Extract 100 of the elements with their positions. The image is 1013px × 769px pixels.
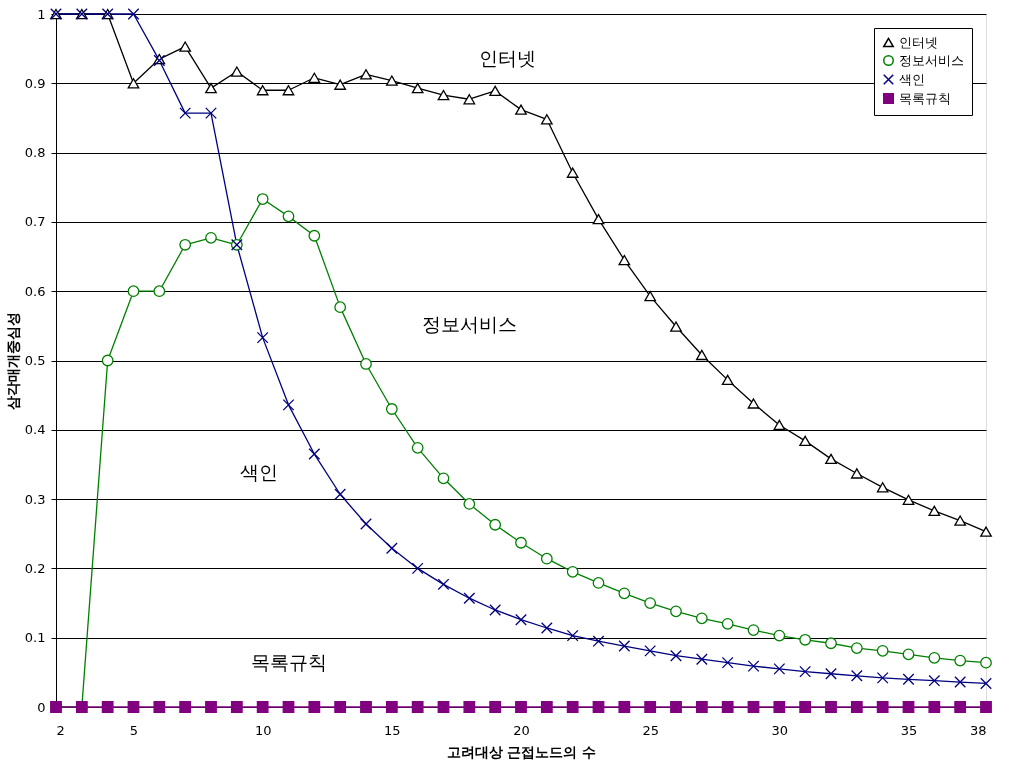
point — [850, 701, 863, 713]
point — [540, 552, 553, 565]
point — [618, 254, 631, 266]
point — [928, 701, 941, 713]
point — [721, 701, 734, 713]
point — [566, 167, 579, 178]
point — [153, 701, 166, 713]
point — [902, 701, 915, 713]
point — [127, 78, 140, 89]
x-tick-label: 25 — [642, 722, 659, 738]
point — [566, 629, 579, 642]
point — [411, 82, 424, 94]
point — [179, 238, 192, 251]
point — [618, 701, 631, 713]
point — [308, 448, 321, 460]
annotation: 정보서비스 — [422, 312, 518, 335]
point — [670, 605, 682, 618]
point — [618, 640, 631, 652]
point — [127, 701, 140, 713]
x-tick-label: 5 — [129, 722, 139, 738]
x-tick-label: 30 — [771, 722, 789, 738]
point — [695, 701, 708, 713]
annotation: 목록규칙 — [250, 650, 327, 673]
point — [411, 701, 424, 713]
point — [256, 85, 269, 96]
point — [747, 660, 760, 673]
point — [205, 231, 217, 244]
point — [902, 673, 915, 686]
point — [644, 701, 657, 713]
annotation: 색인 — [239, 460, 278, 483]
point — [515, 104, 527, 115]
point — [566, 565, 579, 578]
point — [980, 526, 992, 537]
point — [515, 701, 527, 713]
point — [308, 229, 321, 242]
point — [773, 662, 786, 675]
point — [360, 358, 372, 370]
point — [230, 66, 243, 77]
point — [334, 701, 347, 713]
point — [876, 701, 889, 713]
point — [205, 107, 217, 119]
point — [385, 542, 398, 555]
point — [334, 488, 347, 501]
point — [747, 624, 760, 636]
point — [825, 453, 837, 465]
point — [334, 301, 347, 314]
x-axis-title: 고려대상 근접노드의 수 — [446, 743, 597, 760]
y-tick-label: 0.5 — [24, 353, 46, 368]
point — [954, 676, 967, 688]
y-tick-label: 0.1 — [24, 630, 46, 646]
annotation: 인터넷 — [478, 46, 536, 69]
point — [695, 653, 708, 666]
point — [101, 354, 114, 367]
point — [540, 701, 553, 713]
point — [282, 398, 295, 411]
point — [360, 518, 372, 530]
legend-label: 목록규칙 — [899, 90, 951, 106]
point — [902, 494, 915, 505]
point — [489, 518, 502, 531]
point — [437, 701, 450, 713]
point — [747, 701, 760, 713]
point — [489, 85, 502, 97]
point — [308, 701, 321, 713]
point — [385, 75, 398, 86]
point — [721, 374, 734, 386]
y-axis-title: 삼각매개중심성 — [4, 312, 21, 410]
y-tick-label: 0.9 — [24, 75, 46, 91]
point — [540, 114, 553, 125]
x-tick-label: 38 — [969, 722, 987, 738]
point — [127, 285, 140, 298]
point — [179, 701, 192, 713]
point — [695, 349, 708, 361]
point — [980, 656, 992, 669]
point — [334, 79, 347, 90]
point — [644, 597, 657, 609]
point — [592, 577, 605, 589]
point — [773, 629, 786, 642]
point — [592, 701, 605, 713]
point — [954, 515, 967, 526]
point — [695, 612, 708, 625]
point — [850, 468, 863, 479]
point — [721, 656, 734, 669]
point — [411, 562, 424, 575]
point — [825, 701, 837, 713]
point — [670, 701, 682, 713]
y-tick-label: 0.3 — [24, 491, 46, 507]
point — [463, 498, 476, 510]
point — [876, 644, 889, 657]
point — [308, 72, 321, 83]
point — [256, 701, 269, 713]
point — [980, 701, 992, 713]
point — [980, 677, 992, 690]
point — [876, 672, 889, 684]
point — [437, 89, 450, 101]
point — [385, 403, 398, 415]
point — [799, 633, 812, 646]
point — [179, 41, 192, 52]
point — [850, 669, 863, 682]
y-tick-label: 0.6 — [24, 283, 46, 299]
x-tick-label: 2 — [56, 722, 65, 738]
